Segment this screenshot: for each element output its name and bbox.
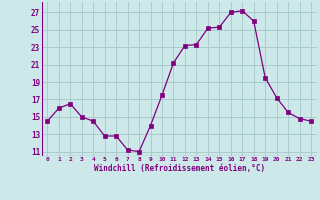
X-axis label: Windchill (Refroidissement éolien,°C): Windchill (Refroidissement éolien,°C) bbox=[94, 164, 265, 173]
